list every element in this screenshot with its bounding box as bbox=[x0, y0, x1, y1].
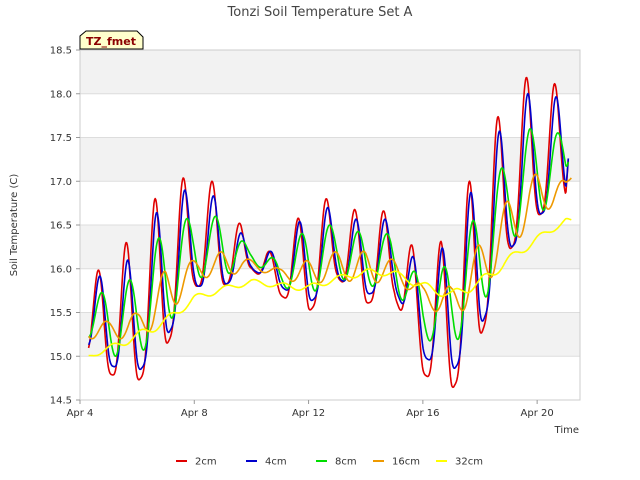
series-line-32cm bbox=[88, 217, 572, 357]
legend-label-8cm: 8cm bbox=[335, 457, 357, 468]
tag-label-box: TZ_fmet bbox=[79, 30, 144, 50]
tag-label: TZ_fmet bbox=[86, 35, 136, 48]
y-band bbox=[80, 268, 580, 313]
x-tick-label: Apr 12 bbox=[292, 408, 325, 419]
x-tick-label: Apr 20 bbox=[521, 408, 554, 419]
x-tick-label: Apr 16 bbox=[406, 408, 439, 419]
y-tick-label: 15.0 bbox=[50, 352, 72, 363]
series-layer bbox=[87, 76, 572, 389]
chart-title: Tonzi Soil Temperature Set A bbox=[227, 5, 413, 20]
y-tick-label: 15.5 bbox=[50, 308, 72, 319]
x-axis-ticks: Apr 4 Apr 8 Apr 12 Apr 16 Apr 20 bbox=[67, 400, 554, 419]
x-axis-title: Time bbox=[554, 425, 579, 436]
y-tick-label: 16.0 bbox=[50, 264, 72, 275]
series-line-8cm bbox=[88, 128, 570, 358]
y-band bbox=[80, 356, 580, 400]
legend: 2cm 4cm 8cm 16cm 32cm bbox=[176, 457, 483, 468]
legend-label-16cm: 16cm bbox=[392, 457, 420, 468]
legend-label-2cm: 2cm bbox=[195, 457, 217, 468]
y-axis-ticks: 14.5 15.0 15.5 16.0 16.5 17.0 17.5 18.0 18.5 bbox=[50, 46, 80, 407]
y-tick-label: 16.5 bbox=[50, 221, 72, 232]
y-band bbox=[80, 93, 580, 138]
y-tick-label: 17.0 bbox=[50, 177, 72, 188]
y-axis-title: Soil Temperature (C) bbox=[9, 174, 20, 277]
y-tick-label: 17.5 bbox=[50, 133, 72, 144]
y-band bbox=[80, 50, 580, 94]
series-line-16cm bbox=[87, 173, 572, 340]
x-tick-label: Apr 4 bbox=[67, 408, 94, 419]
y-band bbox=[80, 312, 580, 357]
series-line-4cm bbox=[87, 92, 570, 371]
legend-label-32cm: 32cm bbox=[455, 457, 483, 468]
x-tick-label: Apr 8 bbox=[181, 408, 208, 419]
y-tick-label: 18.5 bbox=[50, 46, 72, 57]
y-tick-label: 18.0 bbox=[50, 89, 72, 100]
y-tick-label: 14.5 bbox=[50, 396, 72, 407]
legend-label-4cm: 4cm bbox=[265, 457, 287, 468]
